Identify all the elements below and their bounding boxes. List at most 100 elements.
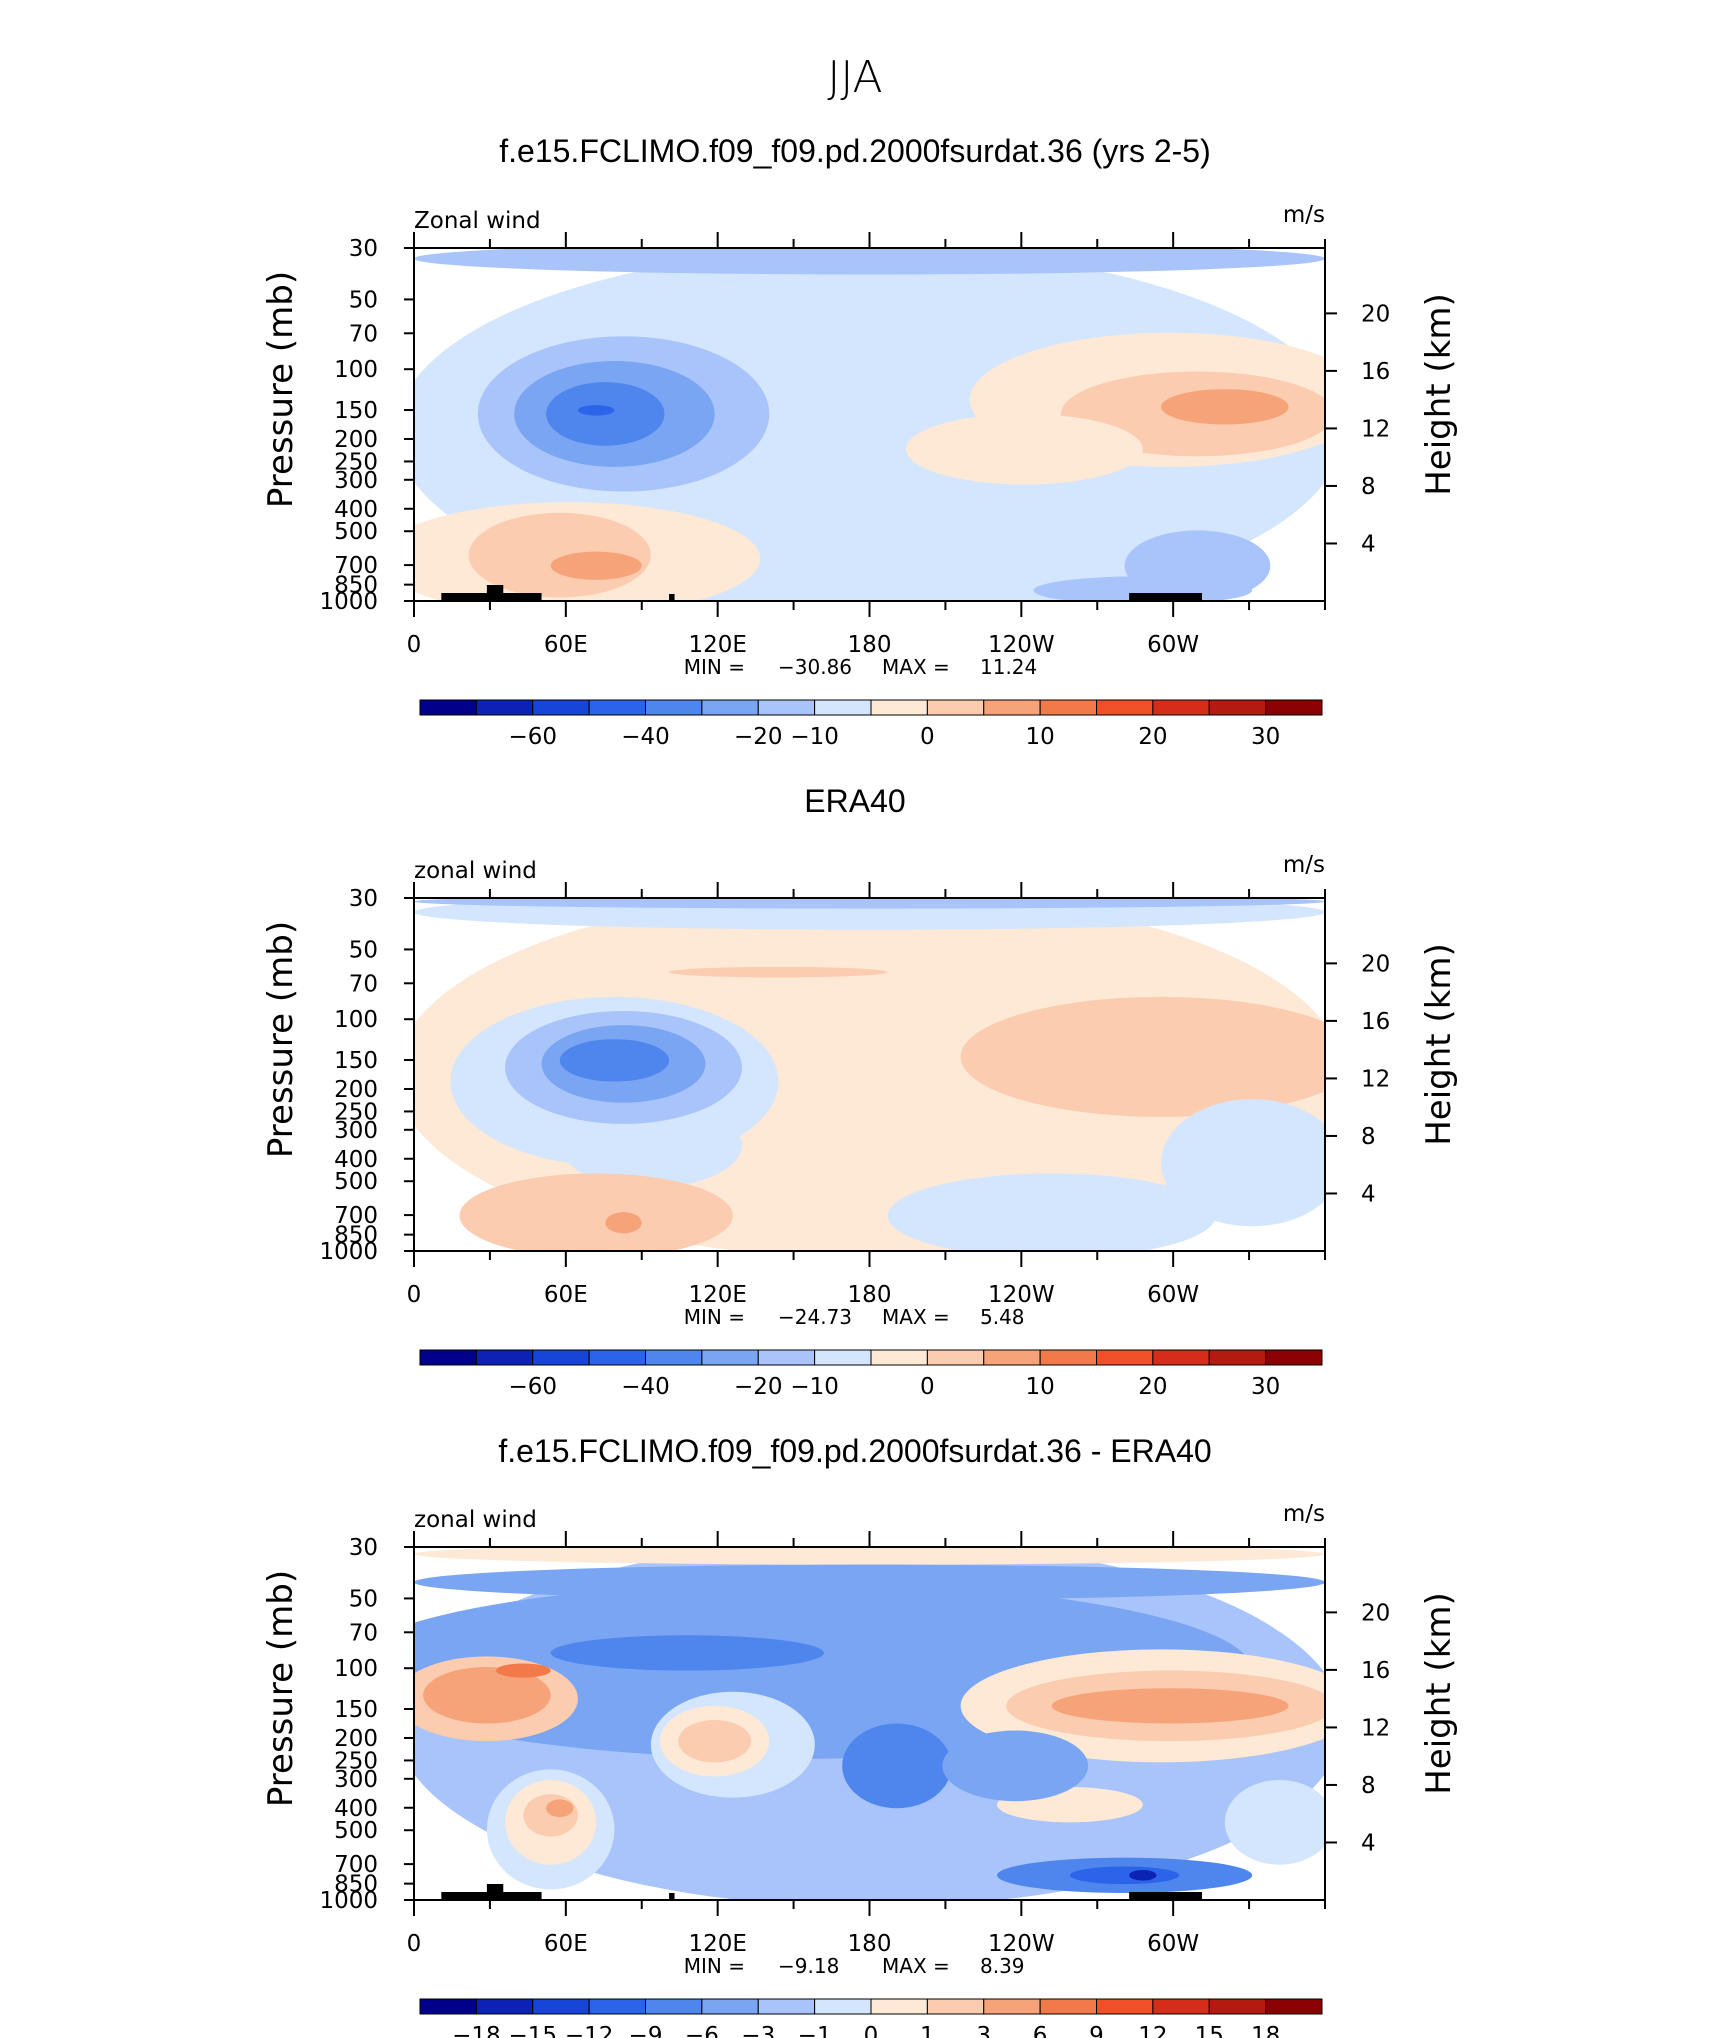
colorbar-swatch	[475, 1349, 534, 1366]
colorbar-label: −20	[734, 724, 783, 750]
contour-region	[1224, 1779, 1325, 1865]
contour-region	[577, 405, 615, 416]
colorbar-label: 6	[1033, 2023, 1048, 2038]
right-tick-label: 16	[1361, 1658, 1390, 1684]
colorbar-swatch	[1265, 699, 1323, 716]
y-tick-label: 500	[334, 1818, 378, 1844]
topography-mask	[1129, 593, 1203, 601]
y-tick-label: 300	[334, 468, 378, 494]
x-tick-label: 120E	[688, 1282, 746, 1308]
colorbar-swatch	[645, 699, 703, 716]
colorbar-label: 18	[1251, 2023, 1280, 2038]
y-axis-title: Pressure (mb)	[261, 1570, 301, 1807]
colorbar-swatch	[814, 1349, 872, 1366]
colorbar-swatch	[983, 1998, 1041, 2015]
y-tick-label: 700	[334, 1203, 378, 1229]
x-tick-label: 0	[407, 1282, 422, 1308]
y-tick-label: 850	[334, 1223, 378, 1249]
colorbar-swatch	[983, 1349, 1041, 1366]
colorbar-swatch	[870, 699, 928, 716]
right-tick-label: 12	[1361, 416, 1390, 442]
colorbar: −60 −40 −20 −10 0 10 20 30	[419, 699, 1323, 750]
contour-region	[423, 1667, 551, 1724]
colorbar-swatch	[983, 699, 1041, 716]
chart-panel-3: f.e15.FCLIMO.f09_f09.pd.2000fsurdat.36 -…	[261, 1433, 1459, 2038]
max-label: MAX =	[882, 1305, 950, 1329]
colorbar-label: 30	[1251, 1374, 1280, 1400]
y-tick-label: 500	[334, 519, 378, 545]
right-tick-label: 4	[1361, 531, 1376, 557]
colorbar-label: 20	[1138, 1374, 1167, 1400]
x-tick-label: 60E	[544, 1931, 588, 1957]
contour-region	[659, 1815, 1025, 1879]
contour-region	[960, 996, 1325, 1117]
variable-label: Zonal wind	[414, 208, 541, 234]
contour-field	[414, 248, 1325, 601]
colorbar-label: −60	[508, 1374, 557, 1400]
colorbar-label: 1	[920, 2023, 935, 2038]
min-value: −24.73	[778, 1305, 852, 1329]
colorbar-label: −18	[452, 2023, 501, 2038]
contour-region	[550, 551, 642, 580]
y-tick-label: 150	[334, 1048, 378, 1074]
contour-region	[459, 1173, 733, 1251]
right-tick-label: 16	[1361, 359, 1390, 385]
topography-mask	[1129, 1892, 1203, 1900]
x-tick-label: 60E	[544, 1282, 588, 1308]
y-tick-label: 50	[349, 937, 378, 963]
y-tick-label: 250	[334, 1099, 378, 1125]
y-tick-label: 500	[334, 1169, 378, 1195]
contour-region	[605, 1212, 642, 1234]
right-axis-title: Height (km)	[1419, 943, 1459, 1146]
colorbar-swatch	[419, 1998, 477, 2015]
colorbar-swatch	[1152, 1349, 1210, 1366]
colorbar-label: 10	[1025, 724, 1054, 750]
max-value: 8.39	[980, 1954, 1025, 1978]
y-tick-label: 150	[334, 398, 378, 424]
min-label: MIN =	[684, 1954, 745, 1978]
y-tick-label: 700	[334, 553, 378, 579]
contour-field	[414, 898, 1325, 1251]
panel-title: f.e15.FCLIMO.f09_f09.pd.2000fsurdat.36 (…	[499, 133, 1210, 169]
colorbar-swatch	[532, 1349, 590, 1366]
y-tick-label: 400	[334, 497, 378, 523]
contour-region	[1161, 389, 1289, 425]
colorbar-label: −1	[798, 2023, 832, 2038]
colorbar-swatch	[1152, 699, 1210, 716]
contour-region	[842, 1723, 952, 1809]
colorbar-label: −6	[685, 2023, 719, 2038]
colorbar-label: −10	[790, 724, 839, 750]
x-tick-label: 180	[848, 632, 892, 658]
contour-region	[1051, 1688, 1289, 1724]
y-tick-label: 200	[334, 1077, 378, 1103]
y-tick-label: 30	[349, 1535, 378, 1561]
contour-region	[550, 1635, 824, 1671]
right-tick-label: 8	[1361, 474, 1376, 500]
colorbar-swatch	[926, 1998, 985, 2015]
colorbar-swatch	[1039, 699, 1097, 716]
colorbar: −18 −15 −12 −9 −6 −3 −1 0 1 3 6 9 12 15 18	[419, 1998, 1323, 2038]
contour-region	[1129, 1869, 1157, 1881]
y-tick-label: 150	[334, 1697, 378, 1723]
right-tick-label: 12	[1361, 1715, 1390, 1741]
colorbar-swatch	[926, 699, 985, 716]
colorbar-swatch	[419, 699, 477, 716]
contour-region	[905, 413, 1143, 485]
colorbar-swatch	[870, 1998, 928, 2015]
contour-region	[495, 1663, 551, 1678]
colorbar-swatch	[588, 1349, 646, 1366]
y-tick-label: 100	[334, 1656, 378, 1682]
max-value: 11.24	[980, 655, 1037, 679]
colorbar-swatch	[588, 699, 646, 716]
right-tick-label: 12	[1361, 1066, 1390, 1092]
y-tick-label: 1000	[319, 589, 378, 615]
colorbar-swatch	[926, 1349, 985, 1366]
contour-region	[559, 1039, 670, 1082]
colorbar-label: −10	[790, 1374, 839, 1400]
contour-region	[669, 966, 888, 978]
right-tick-label: 20	[1361, 301, 1390, 327]
x-tick-label: 180	[848, 1282, 892, 1308]
colorbar-swatch	[1039, 1349, 1097, 1366]
y-tick-label: 400	[334, 1147, 378, 1173]
x-tick-label: 120W	[988, 1282, 1055, 1308]
